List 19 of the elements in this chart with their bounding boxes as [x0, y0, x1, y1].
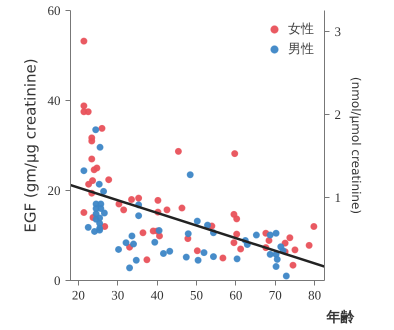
x-axis-title: 年齢	[326, 310, 356, 326]
y2-axis-title: (nmol/μmol creatinine)	[349, 76, 363, 214]
x-tick-label: 80	[308, 288, 322, 302]
y-axis-title: EGF (gm/μg creatinine)	[22, 58, 40, 233]
y2-tick-label: 1	[334, 190, 341, 205]
x-tick-label: 60	[229, 288, 242, 302]
y-tick-label: 60	[48, 3, 60, 18]
x-tick-label: 40	[150, 288, 164, 302]
x-tick-label: 70	[268, 288, 282, 302]
legend-label: 女性	[288, 21, 314, 38]
y-tick-label: 0	[54, 273, 60, 288]
y2-tick-label: 2	[334, 106, 341, 122]
x-tick-label: 20	[72, 288, 85, 302]
y2-tick-label: 3	[334, 24, 341, 39]
x-tick-label: 50	[190, 288, 204, 302]
legend-label: 男性	[288, 41, 314, 58]
x-tick-label: 30	[111, 288, 124, 302]
y-tick-label: 40	[48, 93, 60, 108]
y-tick-label: 20	[48, 183, 60, 198]
